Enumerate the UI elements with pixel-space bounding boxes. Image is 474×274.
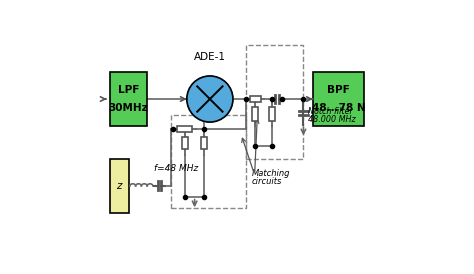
- Bar: [109, 159, 128, 213]
- Bar: [171, 115, 246, 207]
- Text: Matching: Matching: [252, 169, 291, 178]
- Text: z: z: [116, 181, 122, 191]
- Bar: [252, 107, 258, 121]
- Text: ADE-1: ADE-1: [194, 52, 226, 62]
- Text: 30MHz: 30MHz: [109, 103, 148, 113]
- Bar: [182, 137, 188, 149]
- Bar: [177, 126, 192, 132]
- Text: 48.000 MHz: 48.000 MHz: [308, 115, 356, 124]
- Bar: [109, 72, 147, 126]
- Text: Notch filter: Notch filter: [308, 107, 352, 116]
- Bar: [246, 45, 303, 159]
- Bar: [269, 107, 275, 121]
- Bar: [313, 72, 365, 126]
- Text: 48...78 N: 48...78 N: [312, 103, 365, 113]
- Text: circuits: circuits: [252, 178, 283, 187]
- Bar: [250, 96, 261, 102]
- Circle shape: [187, 76, 233, 122]
- Text: LPF: LPF: [118, 85, 139, 95]
- Bar: [201, 137, 208, 149]
- Text: f=48 MHz: f=48 MHz: [154, 164, 199, 173]
- Text: BPF: BPF: [328, 85, 350, 95]
